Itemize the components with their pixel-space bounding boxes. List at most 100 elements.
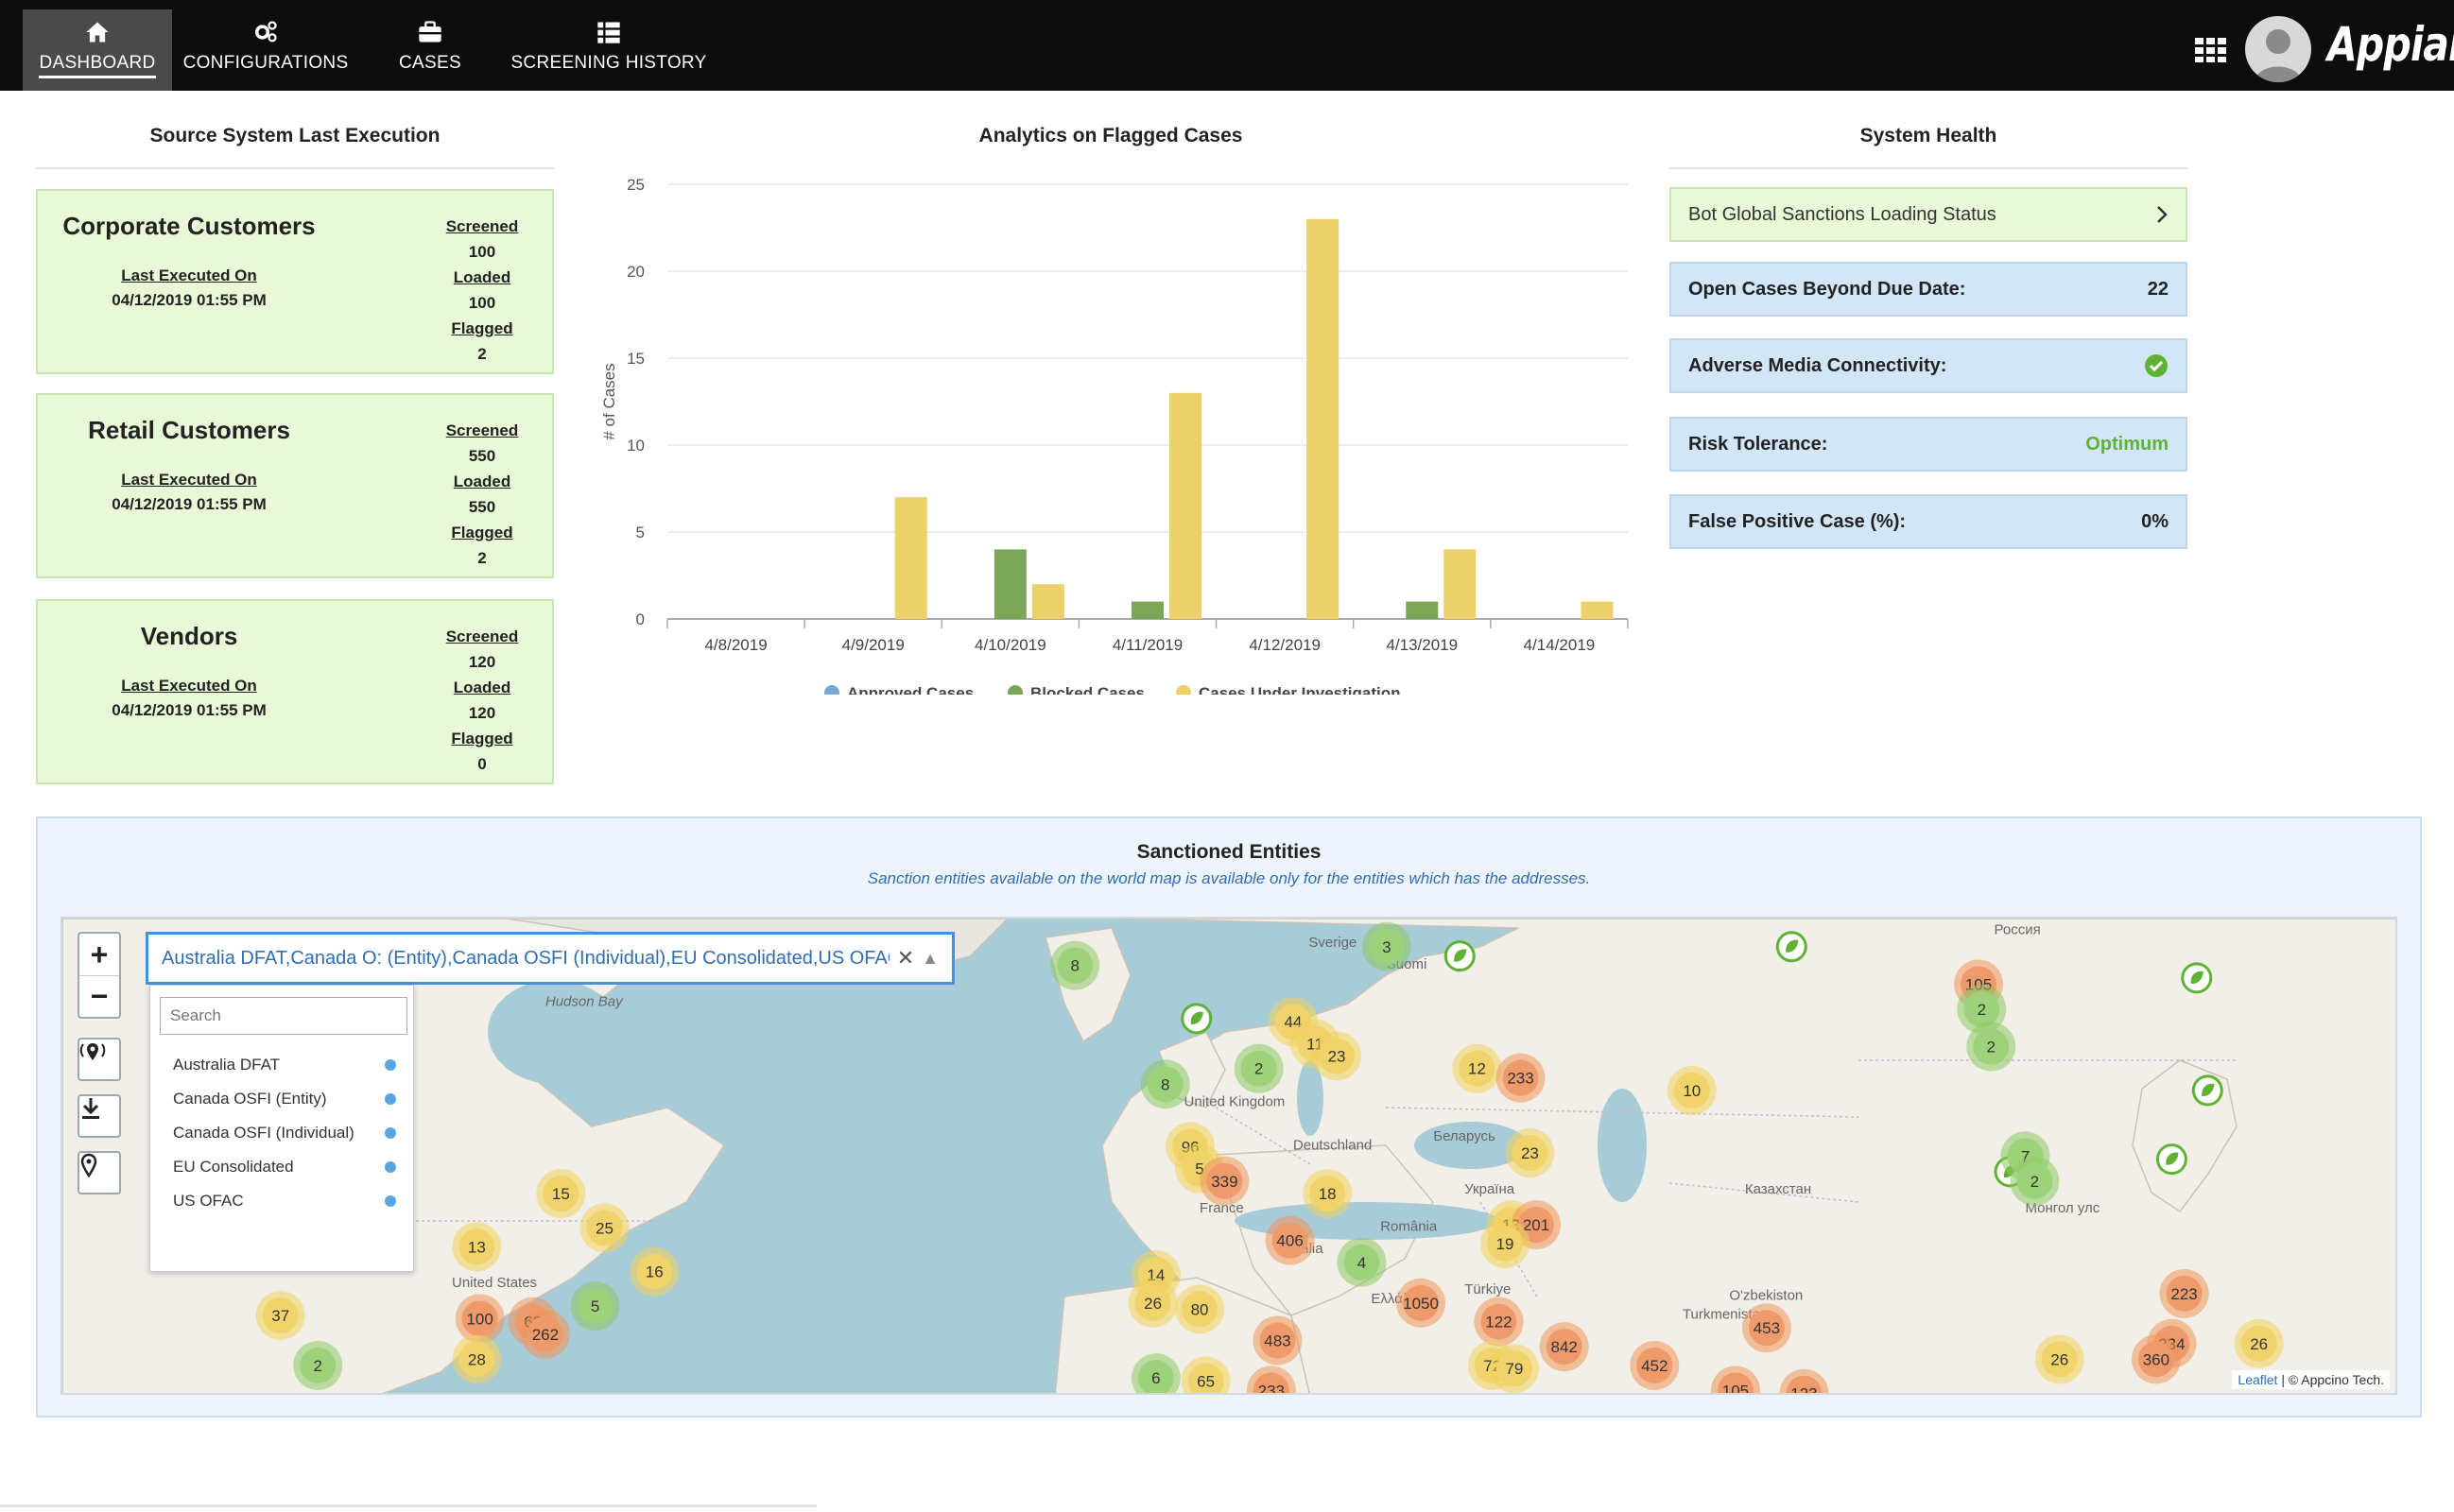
marker-cluster[interactable]: 339	[1200, 1156, 1250, 1206]
marker-cluster[interactable]: 28	[452, 1334, 502, 1384]
gears-icon	[254, 21, 277, 43]
leaf-marker-icon[interactable]	[2191, 1074, 2223, 1107]
map-place-label: Беларусь	[1433, 1128, 1495, 1144]
marker-cluster[interactable]: 8	[1140, 1059, 1190, 1109]
screened-label: Screened	[445, 627, 519, 645]
flagged-label: Flagged	[451, 319, 513, 337]
dropdown-search-input[interactable]	[160, 997, 407, 1035]
flagged-value: 2	[477, 345, 487, 363]
tab-screening-history[interactable]: SCREENING HISTORY	[510, 9, 706, 91]
option-canada-osfi-entity[interactable]: Canada OSFI (Entity)	[150, 1082, 415, 1116]
cluster-dot	[1403, 1284, 1440, 1321]
leaf-marker-icon[interactable]	[1775, 931, 1807, 963]
marker-cluster[interactable]: 100	[455, 1294, 505, 1344]
world-map[interactable]: Hudson Bay Sverige Suomi Россия United Kingd…	[60, 917, 2397, 1395]
leaf-marker-icon[interactable]	[2181, 962, 2213, 994]
marker-cluster[interactable]: 25	[579, 1203, 630, 1253]
locate-button[interactable]	[78, 1038, 121, 1081]
cluster-dot	[577, 1288, 614, 1325]
screened-value: 120	[468, 653, 496, 671]
marker-cluster[interactable]: 2	[1957, 984, 2007, 1034]
marker-cluster[interactable]: 233	[1246, 1366, 1296, 1395]
marker-cluster[interactable]: 6	[1131, 1353, 1181, 1395]
marker-cluster[interactable]: 3	[1361, 921, 1411, 971]
marker-cluster[interactable]: 16	[630, 1246, 680, 1297]
y-axis-label: # of Cases	[600, 363, 618, 439]
bot-sanctions-status-row[interactable]: Bot Global Sanctions Loading Status	[1669, 187, 2187, 242]
marker-cluster[interactable]: 26	[2234, 1318, 2284, 1368]
clear-filter-icon[interactable]: ✕	[896, 946, 915, 970]
marker-cluster[interactable]: 360	[2131, 1334, 2181, 1384]
cluster-count: 26	[1144, 1295, 1162, 1313]
option-australia-dfat[interactable]: Australia DFAT	[150, 1048, 415, 1082]
marker-cluster[interactable]: 13	[452, 1222, 502, 1272]
cluster-count: 122	[1485, 1314, 1512, 1332]
marker-cluster[interactable]: 123	[1779, 1368, 1829, 1395]
marker-cluster[interactable]: 4	[1337, 1237, 1387, 1287]
cluster-dot	[1343, 1244, 1380, 1280]
cluster-dot	[1636, 1347, 1673, 1383]
marker-button[interactable]	[78, 1151, 121, 1194]
marker-cluster[interactable]: 5	[570, 1281, 620, 1332]
marker-cluster[interactable]: 1050	[1396, 1278, 1446, 1328]
marker-cluster[interactable]: 2	[2010, 1156, 2060, 1206]
marker-cluster[interactable]: 10	[1667, 1065, 1717, 1115]
tab-cases[interactable]: CASES	[378, 9, 482, 91]
download-button[interactable]	[78, 1094, 121, 1138]
cluster-dot	[1480, 1303, 1517, 1340]
leaf-marker-icon[interactable]	[1181, 1003, 1213, 1035]
option-eu-consolidated[interactable]: EU Consolidated	[150, 1150, 415, 1184]
marker-cluster[interactable]: 453	[1741, 1303, 1791, 1353]
legend-swatch	[1176, 685, 1191, 695]
option-us-ofac[interactable]: US OFAC	[150, 1184, 415, 1218]
marker-cluster[interactable]: 842	[1539, 1322, 1589, 1372]
marker-cluster[interactable]: 37	[255, 1291, 305, 1341]
marker-cluster[interactable]: 8	[1050, 940, 1100, 990]
marker-cluster[interactable]: 223	[2159, 1268, 2209, 1318]
marker-cluster[interactable]: 19	[1480, 1218, 1530, 1268]
marker-cluster[interactable]: 483	[1253, 1315, 1303, 1366]
marker-cluster[interactable]: 122	[1474, 1297, 1524, 1347]
marker-cluster[interactable]: 26	[2034, 1334, 2084, 1384]
marker-cluster[interactable]: 12	[1452, 1043, 1502, 1093]
leaflet-link[interactable]: Leaflet	[2238, 1372, 2278, 1387]
marker-cluster[interactable]: 26	[1128, 1278, 1178, 1328]
marker-cluster[interactable]: 2	[1966, 1022, 2016, 1072]
leaf-marker-icon[interactable]	[2155, 1143, 2187, 1176]
marker-cluster[interactable]: 105	[1710, 1366, 1760, 1395]
zoom-in-button[interactable]: +	[90, 936, 109, 971]
marker-cluster[interactable]: 2	[1234, 1043, 1284, 1093]
legend-swatch	[824, 685, 839, 695]
marker-cluster[interactable]: 262	[520, 1309, 570, 1359]
marker-cluster[interactable]: 15	[536, 1169, 586, 1219]
marker-cluster[interactable]: 406	[1265, 1215, 1315, 1265]
marker-cluster[interactable]: 2	[293, 1340, 343, 1390]
sanction-list-filter[interactable]: Australia DFAT,Canada O: (Entity),Canada…	[146, 932, 955, 985]
option-canada-osfi-individual[interactable]: Canada OSFI (Individual)	[150, 1116, 415, 1150]
bar	[1443, 549, 1477, 619]
marker-cluster[interactable]: 23	[1312, 1031, 1362, 1081]
health-label: False Positive Case (%):	[1688, 510, 1907, 532]
marker-cluster[interactable]: 18	[1303, 1169, 1353, 1219]
apps-grid-icon[interactable]	[2195, 38, 2227, 62]
marker-cluster[interactable]: 233	[1495, 1053, 1546, 1103]
leaf-marker-icon[interactable]	[1443, 940, 1476, 972]
marker-cluster[interactable]: 65	[1181, 1356, 1231, 1395]
cluster-count: 15	[552, 1185, 570, 1203]
marker-cluster[interactable]: 23	[1505, 1128, 1555, 1178]
marker-cluster[interactable]: 80	[1175, 1284, 1225, 1334]
loaded-label: Loaded	[453, 472, 511, 490]
cluster-count: 18	[1319, 1185, 1337, 1203]
marker-cluster[interactable]: 452	[1630, 1340, 1680, 1390]
source-name: Corporate Customers	[62, 212, 316, 240]
zoom-out-button[interactable]: −	[79, 975, 119, 1017]
map-place-label: United States	[452, 1275, 537, 1291]
tab-configurations[interactable]: CONFIGURATIONS	[183, 9, 348, 91]
chevron-right-icon	[2157, 206, 2168, 223]
tab-dashboard[interactable]: DASHBOARD	[23, 9, 172, 91]
caret-up-icon[interactable]: ▲	[922, 948, 939, 968]
cluster-dot	[1368, 928, 1405, 965]
marker-cluster[interactable]: 79	[1489, 1344, 1539, 1393]
avatar[interactable]	[2245, 16, 2311, 82]
